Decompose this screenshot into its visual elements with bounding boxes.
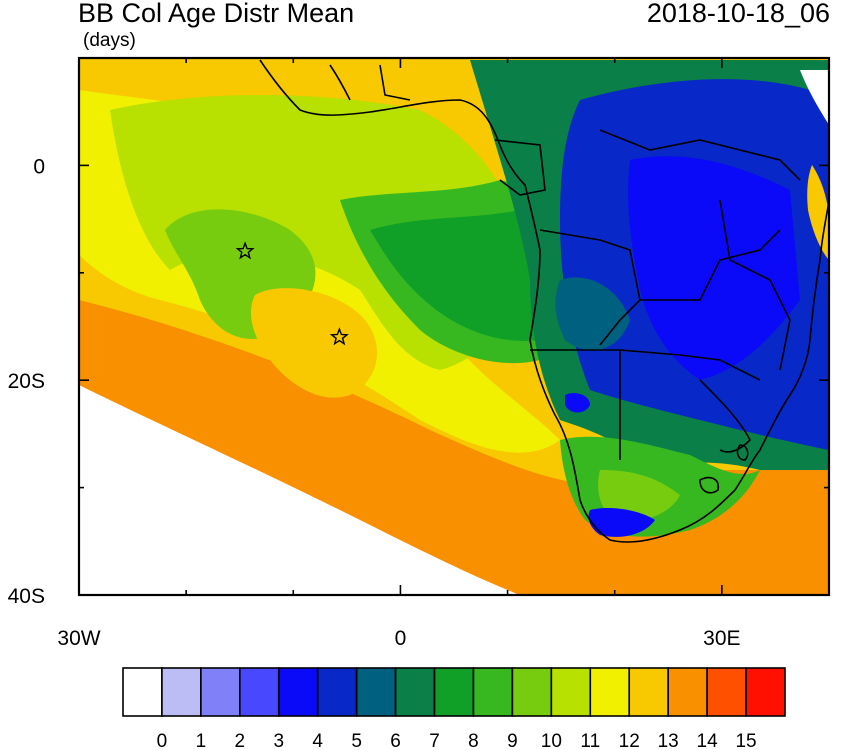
colorbar-swatch — [589, 667, 631, 717]
map-title: BB Col Age Distr Mean — [78, 0, 355, 28]
colorbar-label: 15 — [735, 731, 756, 750]
border-mozambique — [719, 199, 791, 371]
field-nodata-south — [79, 385, 520, 595]
colorbar-label: 8 — [468, 731, 479, 750]
colorbar-label: 11 — [580, 731, 600, 750]
colorbar-swatch — [122, 667, 163, 717]
units-label: (days) — [83, 30, 136, 51]
map-frame — [77, 56, 831, 597]
colorbar-label: 13 — [658, 731, 679, 750]
colorbar-label: 1 — [196, 731, 207, 750]
field-green-plume-dark — [370, 210, 540, 341]
colorbar-label: 2 — [235, 731, 246, 750]
star-marker — [329, 327, 349, 346]
colorbar-swatch — [433, 667, 475, 717]
colorbar-label: 6 — [390, 731, 401, 750]
border-zimbabwe — [699, 379, 751, 453]
africa-coastline — [259, 59, 829, 543]
colorbar-label: 7 — [429, 731, 440, 750]
colorbar-swatch — [161, 667, 202, 717]
colorbar-label: 14 — [697, 731, 719, 750]
colorbar-label: 0 — [157, 731, 168, 750]
border-lesotho — [699, 476, 720, 494]
colorbar-swatch — [745, 667, 786, 717]
colorbar-label: 3 — [273, 731, 284, 750]
colorbar — [122, 667, 786, 717]
colorbar-swatch — [394, 667, 436, 717]
axis-ticks — [78, 57, 830, 596]
colorbar-swatch — [277, 667, 319, 717]
colorbar-swatch — [511, 667, 553, 717]
border-ghana — [379, 64, 411, 101]
field-south-africa-light — [598, 470, 680, 522]
colorbar-labels: 0 1 2 3 4 5 6 7 8 9 10 11 12 13 14 15 — [157, 731, 757, 750]
date-label: 2018-10-18_06 — [646, 0, 830, 28]
border-angola — [539, 229, 641, 346]
field-nodata-northeast — [800, 70, 829, 125]
colorbar-swatch — [316, 667, 358, 717]
colorbar-swatch — [355, 667, 397, 717]
border-west-africa — [329, 64, 351, 101]
colorbar-label: 9 — [507, 731, 518, 750]
y-tick-label: 20S — [8, 370, 45, 393]
field-blue-deep — [628, 156, 800, 380]
star-marker — [235, 241, 255, 260]
x-tick-labels: 30W 0 30E — [57, 627, 740, 650]
colorbar-swatch — [628, 667, 669, 717]
x-tick-label: 30E — [703, 627, 740, 650]
colorbar-label: 4 — [312, 731, 323, 750]
border-namibia-north — [530, 349, 761, 381]
coastlines — [259, 59, 829, 543]
colorbar-swatch — [239, 667, 280, 717]
field-swirl-yellow — [250, 288, 377, 398]
map-field — [79, 58, 829, 595]
colorbar-swatch — [706, 667, 747, 717]
border-eswatini — [736, 444, 749, 461]
colorbar-swatch — [667, 667, 708, 717]
field-teal-patch — [555, 277, 630, 351]
colorbar-label: 5 — [351, 731, 362, 750]
colorbar-swatch — [472, 667, 514, 717]
colorbar-swatch — [550, 667, 592, 717]
border-gabon — [494, 139, 546, 196]
star-markers — [235, 241, 349, 346]
colorbar-label: 10 — [541, 731, 562, 750]
y-tick-label: 0 — [33, 155, 45, 178]
border-drc — [599, 129, 801, 181]
colorbar-label: 12 — [619, 731, 640, 750]
y-tick-labels: 0 20S 40S — [8, 155, 45, 608]
colorbar-swatch — [200, 667, 241, 717]
field-namibia-blue — [565, 393, 590, 413]
x-tick-label: 30W — [57, 627, 100, 650]
x-tick-label: 0 — [395, 627, 407, 650]
border-zambia — [640, 229, 781, 301]
field-cape-blue — [588, 508, 655, 537]
y-tick-label: 40S — [8, 585, 45, 608]
